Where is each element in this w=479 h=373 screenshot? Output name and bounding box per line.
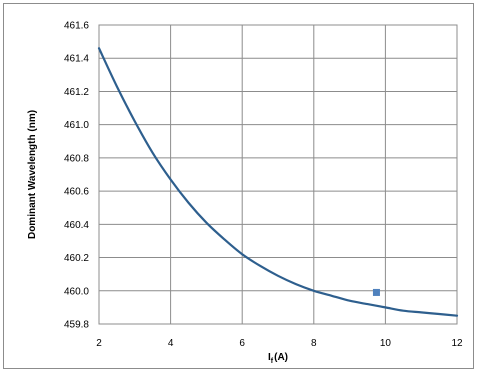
plot-area-border <box>98 24 458 325</box>
y-tick-label: 459.8 <box>64 320 89 331</box>
series-line <box>97 47 459 317</box>
y-tick-labels: 459.8 460.0 460.2 460.4 460.6 460.8 461.0 461.2… <box>64 21 89 331</box>
y-tick-label: 460.4 <box>64 220 89 231</box>
gridlines <box>98 24 458 325</box>
chart-frame <box>3 3 474 369</box>
y-axis-title: Dominant Wavelength (nm) <box>27 110 38 239</box>
x-tick-label: 4 <box>168 338 174 349</box>
y-tick-label: 460.0 <box>64 286 89 297</box>
x-tick-label: 2 <box>96 338 102 349</box>
x-tick-labels: 2 4 6 8 10 12 <box>96 338 463 349</box>
data-marker <box>372 288 380 296</box>
y-tick-label: 460.8 <box>64 153 89 164</box>
y-tick-label: 460.2 <box>64 253 89 264</box>
x-tick-label: 8 <box>311 338 317 349</box>
data-markers <box>372 288 380 296</box>
y-tick-label: 461.0 <box>64 120 89 131</box>
x-tick-label: 6 <box>239 338 245 349</box>
x-tick-label: 10 <box>380 338 392 349</box>
y-tick-label: 461.2 <box>64 87 89 98</box>
x-axis-title: If(A) <box>268 352 288 365</box>
x-tick-label: 12 <box>451 338 463 349</box>
y-tick-label: 460.6 <box>64 187 89 198</box>
x-axis-title-main: I <box>268 352 271 363</box>
x-axis-title-subscript: f <box>271 358 274 365</box>
y-tick-label: 461.4 <box>64 54 89 65</box>
x-axis-title-unit: (A) <box>274 352 288 363</box>
y-tick-label: 461.6 <box>64 21 89 32</box>
